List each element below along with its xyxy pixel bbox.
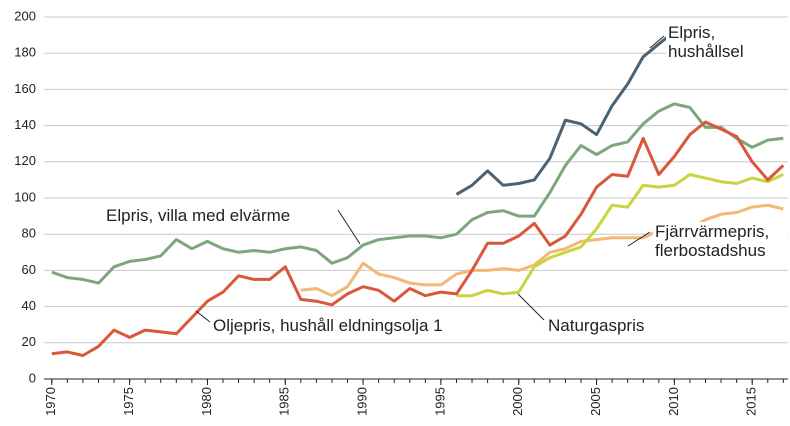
leader-line xyxy=(337,209,361,245)
y-tick-label: 40 xyxy=(22,298,36,313)
y-tick-label: 200 xyxy=(14,8,36,23)
x-tick-label: 1995 xyxy=(432,387,447,416)
leader-line xyxy=(195,310,211,323)
y-tick-label: 80 xyxy=(22,226,36,241)
x-tick-label: 1970 xyxy=(43,387,58,416)
y-tick-label: 120 xyxy=(14,153,36,168)
y-tick-label: 0 xyxy=(29,370,36,385)
series-label: Elpris, hushållsel xyxy=(666,23,790,61)
y-tick-label: 20 xyxy=(22,334,36,349)
series-line xyxy=(51,120,785,357)
series-label: Elpris, villa med elvärme xyxy=(104,206,293,225)
series-label: Fjärrvärmepris, flerbostadshus xyxy=(653,222,787,260)
y-tick-label: 60 xyxy=(22,262,36,277)
x-tick-label: 2000 xyxy=(510,387,525,416)
leader-line xyxy=(649,35,665,49)
y-tick-label: 100 xyxy=(14,189,36,204)
x-tick-label: 1990 xyxy=(355,387,370,416)
y-tick-label: 160 xyxy=(14,81,36,96)
x-tick-label: 2015 xyxy=(744,387,759,416)
leader-line xyxy=(627,231,651,247)
y-tick-label: 180 xyxy=(14,45,36,60)
series-line xyxy=(300,203,784,298)
leader-line xyxy=(517,293,545,321)
x-tick-label: 1975 xyxy=(121,387,136,416)
y-tick-label: 140 xyxy=(14,117,36,132)
x-tick-label: 2010 xyxy=(666,387,681,416)
series-label: Oljepris, hushåll eldningsolja 1 xyxy=(211,316,445,335)
series-line xyxy=(456,173,784,298)
series-label: Naturgaspris xyxy=(546,316,647,335)
x-tick-label: 2005 xyxy=(588,387,603,416)
x-tick-label: 1980 xyxy=(199,387,214,416)
series-line xyxy=(51,102,784,285)
x-tick-label: 1985 xyxy=(277,387,292,416)
